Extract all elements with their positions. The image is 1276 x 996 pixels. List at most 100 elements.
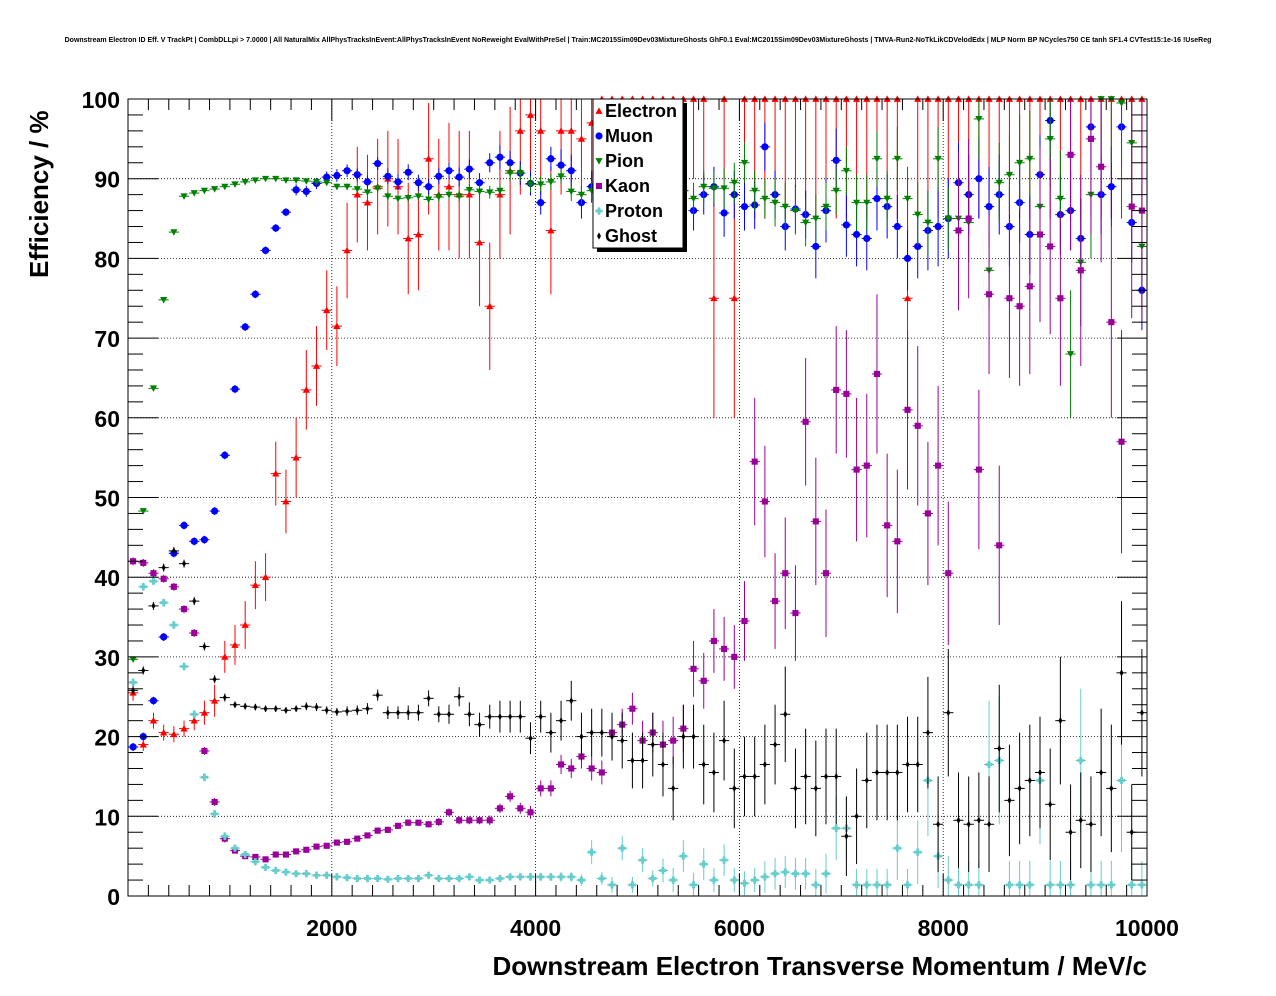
data-point bbox=[1099, 768, 1104, 777]
data-point bbox=[863, 462, 870, 469]
data-point bbox=[323, 179, 331, 187]
data-point bbox=[547, 155, 555, 163]
data-point bbox=[333, 322, 341, 330]
data-point bbox=[589, 729, 594, 737]
data-point bbox=[934, 222, 942, 231]
data-point bbox=[343, 874, 351, 882]
y-tick-label: 40 bbox=[94, 565, 120, 591]
data-point bbox=[261, 863, 270, 871]
data-point bbox=[700, 677, 707, 684]
data-point bbox=[353, 874, 361, 883]
data-point bbox=[363, 874, 372, 883]
data-point bbox=[231, 641, 239, 648]
x-tick-label: 8000 bbox=[918, 915, 969, 941]
data-point bbox=[363, 189, 372, 196]
data-point bbox=[212, 675, 217, 683]
data-point bbox=[507, 793, 514, 800]
data-point bbox=[802, 418, 809, 425]
data-point bbox=[1128, 203, 1135, 210]
data-point bbox=[516, 170, 524, 177]
data-point bbox=[385, 709, 390, 717]
data-point bbox=[414, 230, 423, 238]
data-point bbox=[425, 155, 433, 162]
data-point bbox=[374, 874, 382, 883]
data-point bbox=[253, 703, 258, 711]
data-point bbox=[1058, 717, 1063, 725]
data-point bbox=[813, 784, 818, 793]
data-point bbox=[1108, 319, 1115, 326]
data-point bbox=[312, 179, 321, 186]
data-point bbox=[394, 195, 402, 203]
data-point bbox=[638, 856, 647, 864]
data-point bbox=[904, 406, 911, 413]
data-point bbox=[344, 838, 351, 845]
x-tick-label: 6000 bbox=[714, 915, 765, 941]
data-point bbox=[303, 846, 310, 853]
data-point bbox=[720, 209, 728, 217]
data-point bbox=[465, 165, 473, 173]
data-point bbox=[445, 183, 453, 190]
data-point bbox=[649, 874, 657, 883]
data-point bbox=[414, 874, 423, 883]
data-point bbox=[761, 873, 769, 881]
data-point bbox=[425, 196, 433, 204]
data-point bbox=[1138, 881, 1146, 889]
data-point bbox=[547, 226, 555, 234]
data-point bbox=[1057, 295, 1064, 302]
data-point bbox=[445, 809, 453, 816]
data-point bbox=[628, 881, 637, 889]
data-point bbox=[272, 175, 280, 183]
data-point bbox=[557, 127, 565, 134]
data-point bbox=[415, 819, 422, 826]
data-point bbox=[414, 193, 423, 200]
data-point bbox=[834, 772, 839, 781]
data-point bbox=[180, 521, 188, 529]
data-point bbox=[588, 765, 595, 772]
data-point bbox=[567, 873, 575, 881]
data-point bbox=[567, 127, 575, 134]
legend-label: Proton bbox=[605, 201, 663, 221]
data-point bbox=[1005, 171, 1014, 179]
data-point bbox=[496, 805, 503, 812]
x-axis-title: Downstream Electron Transverse Momentum … bbox=[492, 951, 1147, 981]
data-point bbox=[854, 812, 859, 820]
data-point bbox=[873, 195, 881, 203]
data-point bbox=[426, 694, 431, 702]
data-point bbox=[1119, 669, 1124, 677]
data-point bbox=[985, 202, 993, 211]
data-point bbox=[903, 294, 912, 302]
y-axis-title: Efficiency / % bbox=[24, 110, 54, 278]
data-point bbox=[190, 190, 198, 197]
data-point bbox=[261, 573, 270, 581]
legend-box bbox=[592, 98, 684, 249]
data-point bbox=[537, 873, 545, 881]
data-point bbox=[486, 189, 494, 196]
data-point bbox=[874, 768, 879, 777]
data-point bbox=[170, 229, 178, 236]
data-point bbox=[936, 820, 941, 828]
data-point bbox=[465, 873, 473, 881]
data-point bbox=[233, 701, 237, 709]
data-point bbox=[812, 215, 820, 223]
data-point bbox=[160, 633, 168, 641]
y-tick-label: 20 bbox=[94, 725, 120, 751]
data-point bbox=[741, 617, 748, 625]
data-point bbox=[354, 835, 361, 842]
data-point bbox=[956, 816, 961, 824]
data-point bbox=[689, 881, 698, 889]
data-point bbox=[129, 656, 137, 663]
data-point bbox=[262, 856, 269, 863]
data-point bbox=[976, 816, 981, 824]
data-point bbox=[995, 179, 1003, 187]
data-point bbox=[404, 194, 412, 202]
data-point bbox=[272, 851, 279, 858]
data-point bbox=[781, 868, 789, 876]
data-point bbox=[832, 824, 840, 832]
data-point bbox=[343, 183, 351, 191]
data-point bbox=[669, 876, 677, 884]
data-point bbox=[160, 729, 168, 736]
data-point bbox=[996, 542, 1003, 549]
data-point bbox=[567, 188, 575, 196]
data-point bbox=[558, 761, 565, 768]
data-point bbox=[1048, 800, 1053, 808]
